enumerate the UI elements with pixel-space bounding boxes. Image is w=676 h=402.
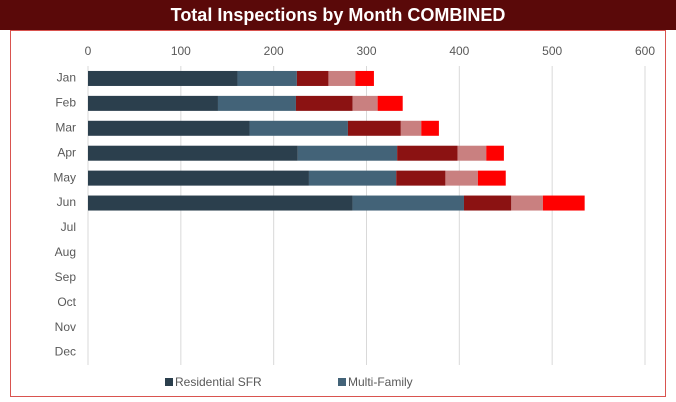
bar-segment	[249, 120, 348, 136]
bar-segment	[352, 95, 378, 111]
x-tick-label: 600	[635, 44, 655, 58]
y-tick-label: Aug	[55, 245, 76, 259]
bar-segment	[396, 170, 446, 186]
bar-segment	[352, 195, 464, 211]
y-tick-label: Mar	[55, 120, 76, 134]
y-tick-label: Dec	[55, 345, 76, 359]
y-tick-label: Jun	[57, 195, 76, 209]
legend-label: Multi-Family	[348, 375, 413, 389]
bar-segment	[308, 170, 397, 186]
bar-segment	[217, 95, 296, 111]
x-tick-label: 500	[542, 44, 562, 58]
x-tick-label: 400	[449, 44, 469, 58]
bar-segment	[88, 170, 309, 186]
bar-segment	[295, 95, 353, 111]
bar-segment	[88, 95, 218, 111]
bar-segment	[421, 120, 439, 136]
bar-segment	[296, 70, 329, 86]
x-tick-label: 200	[264, 44, 284, 58]
bar-segment	[297, 145, 398, 161]
title-bar	[0, 0, 676, 30]
x-tick-label: 300	[356, 44, 376, 58]
y-tick-label: May	[53, 170, 76, 184]
bar-segment	[88, 70, 238, 86]
y-tick-label: Nov	[55, 320, 76, 334]
y-tick-label: Jul	[61, 220, 76, 234]
x-tick-label: 100	[171, 44, 191, 58]
chart-title: Total Inspections by Month COMBINED	[171, 5, 506, 25]
bar-segment	[347, 120, 401, 136]
bar-segment	[457, 145, 487, 161]
bar-segment	[463, 195, 512, 211]
bar-segment	[397, 145, 458, 161]
y-tick-label: Jan	[57, 71, 76, 85]
bar-segment	[88, 120, 250, 136]
bar-segment	[355, 70, 374, 86]
bar-segment	[88, 145, 298, 161]
bar-segment	[237, 70, 297, 86]
bar-segment	[477, 170, 506, 186]
bar-segment	[400, 120, 422, 136]
bar-segment	[511, 195, 543, 211]
bar-segment	[445, 170, 478, 186]
y-tick-label: Sep	[55, 270, 77, 284]
bar-segment	[542, 195, 585, 211]
legend-swatch	[165, 378, 173, 386]
legend-label: Residential SFR	[175, 375, 262, 389]
bar-segment	[88, 195, 353, 211]
legend-swatch	[338, 378, 346, 386]
y-tick-label: Oct	[57, 295, 76, 309]
bar-segment	[486, 145, 504, 161]
bar-segment	[377, 95, 403, 111]
x-tick-label: 0	[85, 44, 92, 58]
bar-segment	[328, 70, 356, 86]
plot-frame	[10, 30, 666, 397]
y-tick-label: Apr	[57, 145, 76, 159]
y-tick-label: Feb	[55, 96, 76, 110]
